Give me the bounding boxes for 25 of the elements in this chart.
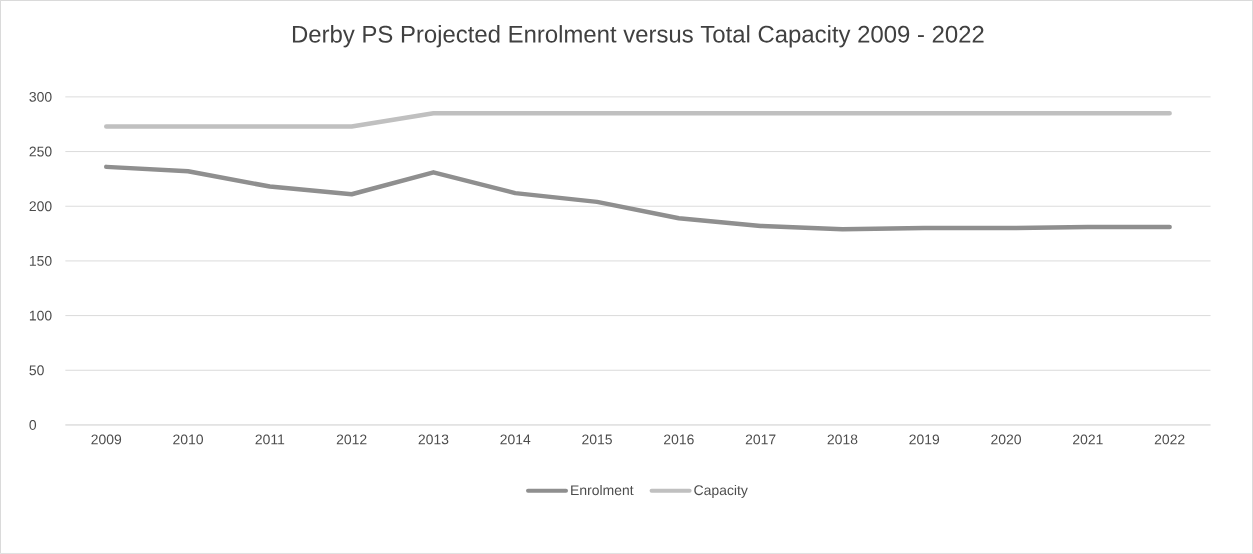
x-tick-label: 2012: [336, 434, 367, 445]
line-series: [104, 164, 1172, 232]
x-tick-label: 2010: [173, 434, 204, 445]
x-tick-label: 2009: [91, 434, 122, 445]
y-tick-label: 250: [29, 146, 52, 157]
y-tick-label: 0: [29, 420, 37, 430]
x-tick-label: 2014: [500, 434, 531, 445]
x-tick-label: 2011: [255, 434, 285, 445]
y-tick-label: 100: [29, 310, 52, 321]
legend-label: Capacity: [694, 484, 748, 498]
chart-title: Derby PS Projected Enrolment versus Total Capacity 2009 - 2022: [292, 25, 984, 48]
x-tick-label: 2016: [664, 434, 694, 445]
x-tick-label: 2019: [909, 434, 940, 445]
x-tick-label: 2015: [582, 434, 612, 445]
x-tick-label: 2020: [991, 434, 1022, 445]
y-tick-label: 300: [29, 92, 52, 102]
x-tick-label: 2013: [418, 434, 449, 445]
x-tick-label: 2018: [827, 434, 858, 445]
x-tick-label: 2017: [745, 434, 776, 445]
y-tick-label: 150: [29, 256, 52, 266]
y-tick-label: 200: [29, 201, 52, 212]
legend-label: Enrolment: [571, 484, 634, 496]
y-tick-label: 50: [29, 365, 44, 376]
x-tick-label: 2022: [1154, 434, 1185, 445]
x-tick-label: 2021: [1073, 434, 1103, 445]
